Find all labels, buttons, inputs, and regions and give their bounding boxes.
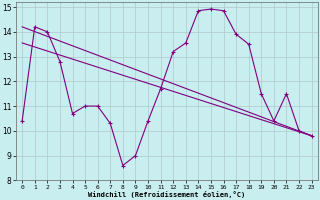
X-axis label: Windchill (Refroidissement éolien,°C): Windchill (Refroidissement éolien,°C) [88, 191, 245, 198]
